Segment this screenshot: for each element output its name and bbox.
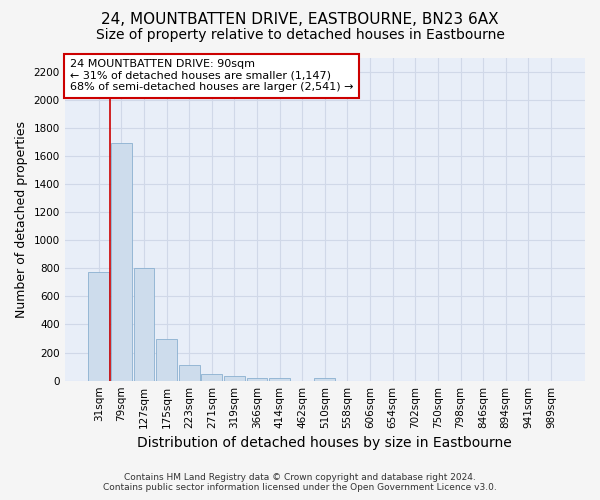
- Y-axis label: Number of detached properties: Number of detached properties: [15, 120, 28, 318]
- X-axis label: Distribution of detached houses by size in Eastbourne: Distribution of detached houses by size …: [137, 436, 512, 450]
- Bar: [314, 378, 335, 380]
- Bar: [156, 338, 177, 380]
- Bar: [88, 272, 109, 380]
- Bar: [134, 268, 154, 380]
- Bar: [179, 365, 200, 380]
- Bar: [224, 376, 245, 380]
- Text: Size of property relative to detached houses in Eastbourne: Size of property relative to detached ho…: [95, 28, 505, 42]
- Text: 24, MOUNTBATTEN DRIVE, EASTBOURNE, BN23 6AX: 24, MOUNTBATTEN DRIVE, EASTBOURNE, BN23 …: [101, 12, 499, 28]
- Bar: [269, 378, 290, 380]
- Bar: [247, 378, 268, 380]
- Text: Contains HM Land Registry data © Crown copyright and database right 2024.
Contai: Contains HM Land Registry data © Crown c…: [103, 473, 497, 492]
- Bar: [111, 143, 132, 380]
- Text: 24 MOUNTBATTEN DRIVE: 90sqm
← 31% of detached houses are smaller (1,147)
68% of : 24 MOUNTBATTEN DRIVE: 90sqm ← 31% of det…: [70, 59, 353, 92]
- Bar: [202, 374, 222, 380]
